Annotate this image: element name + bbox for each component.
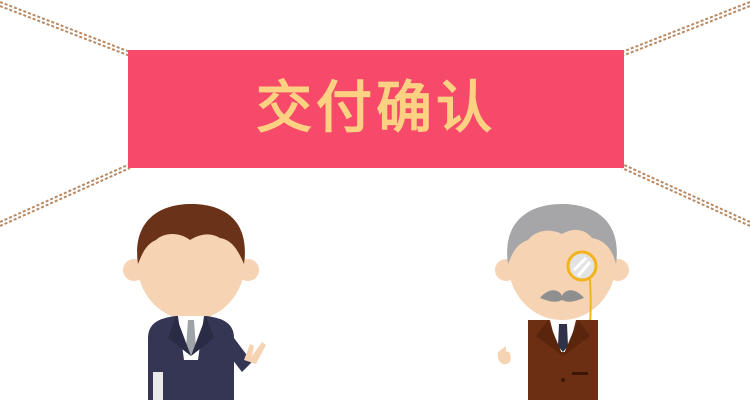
briefcase-icon — [153, 372, 163, 400]
monocle-icon — [566, 250, 598, 282]
rope-bottom-right-line — [621, 163, 750, 223]
old-man-button — [561, 378, 565, 382]
rope-top-right-line-b — [621, 5, 750, 57]
monocle-glint-2 — [576, 261, 592, 277]
rope-bottom-right-line-b — [621, 167, 750, 227]
banner-title: 交付确认 — [256, 76, 496, 141]
rope-top-left-line — [0, 1, 131, 53]
old-man-tie — [558, 324, 568, 352]
old-man-lapel-left — [536, 320, 563, 356]
young-man-lapel-left — [168, 316, 191, 356]
old-man-hair — [507, 204, 617, 264]
rope-top-right-line — [621, 1, 750, 53]
rope-top-left-line-b — [0, 5, 131, 57]
monocle-glint-1 — [572, 256, 588, 272]
young-man-hand — [244, 342, 266, 364]
young-man-lapel-right — [191, 316, 214, 356]
old-man-pocket — [572, 372, 588, 375]
rope-bottom-left-line — [0, 163, 131, 223]
young-man-hair — [137, 204, 245, 264]
mustache-icon — [540, 290, 584, 302]
rope-bottom-left-line-b — [0, 167, 131, 227]
old-man-hand — [497, 346, 511, 365]
young-man-arm — [222, 330, 252, 372]
banner: 交付确认 — [128, 50, 624, 168]
old-man-lapel-right — [563, 320, 590, 356]
young-man-tie — [186, 320, 196, 356]
